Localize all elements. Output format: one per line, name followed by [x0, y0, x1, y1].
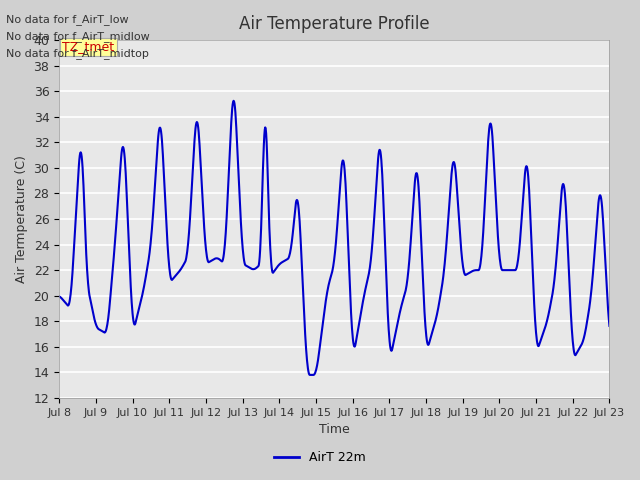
Text: No data for f_AirT_low: No data for f_AirT_low — [6, 14, 129, 25]
Text: No data for f_AirT_midtop: No data for f_AirT_midtop — [6, 48, 149, 59]
Text: TZ_tmet: TZ_tmet — [62, 40, 114, 53]
Text: No data for f_AirT_midlow: No data for f_AirT_midlow — [6, 31, 150, 42]
Title: Air Temperature Profile: Air Temperature Profile — [239, 15, 429, 33]
Legend: AirT 22m: AirT 22m — [269, 446, 371, 469]
X-axis label: Time: Time — [319, 423, 349, 436]
Y-axis label: Air Termperature (C): Air Termperature (C) — [15, 155, 28, 283]
